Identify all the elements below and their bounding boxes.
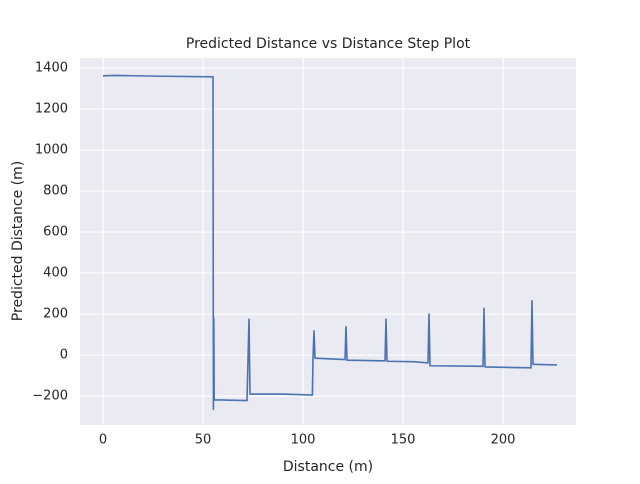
chart-title: Predicted Distance vs Distance Step Plot [186,36,471,52]
x-tick-label: 100 [291,433,316,448]
x-tick-label: 50 [195,433,212,448]
x-axis-label: Distance (m) [283,459,373,475]
y-tick-label: 400 [43,266,68,281]
plot-area [80,58,576,425]
y-tick-label: 800 [43,184,68,199]
x-tick-label: 0 [99,433,107,448]
data-line [102,74,558,411]
y-tick-label: 0 [60,348,68,363]
y-tick-label: 200 [43,307,68,322]
y-tick-label: 1000 [35,143,68,158]
y-tick-label: 1400 [35,61,68,76]
x-tick-label: 200 [491,433,516,448]
y-axis-label: Predicted Distance (m) [10,161,26,321]
y-tick-label: 1200 [35,102,68,117]
x-tick-label: 150 [391,433,416,448]
y-tick-label: 600 [43,225,68,240]
y-tick-label: −200 [32,389,68,404]
